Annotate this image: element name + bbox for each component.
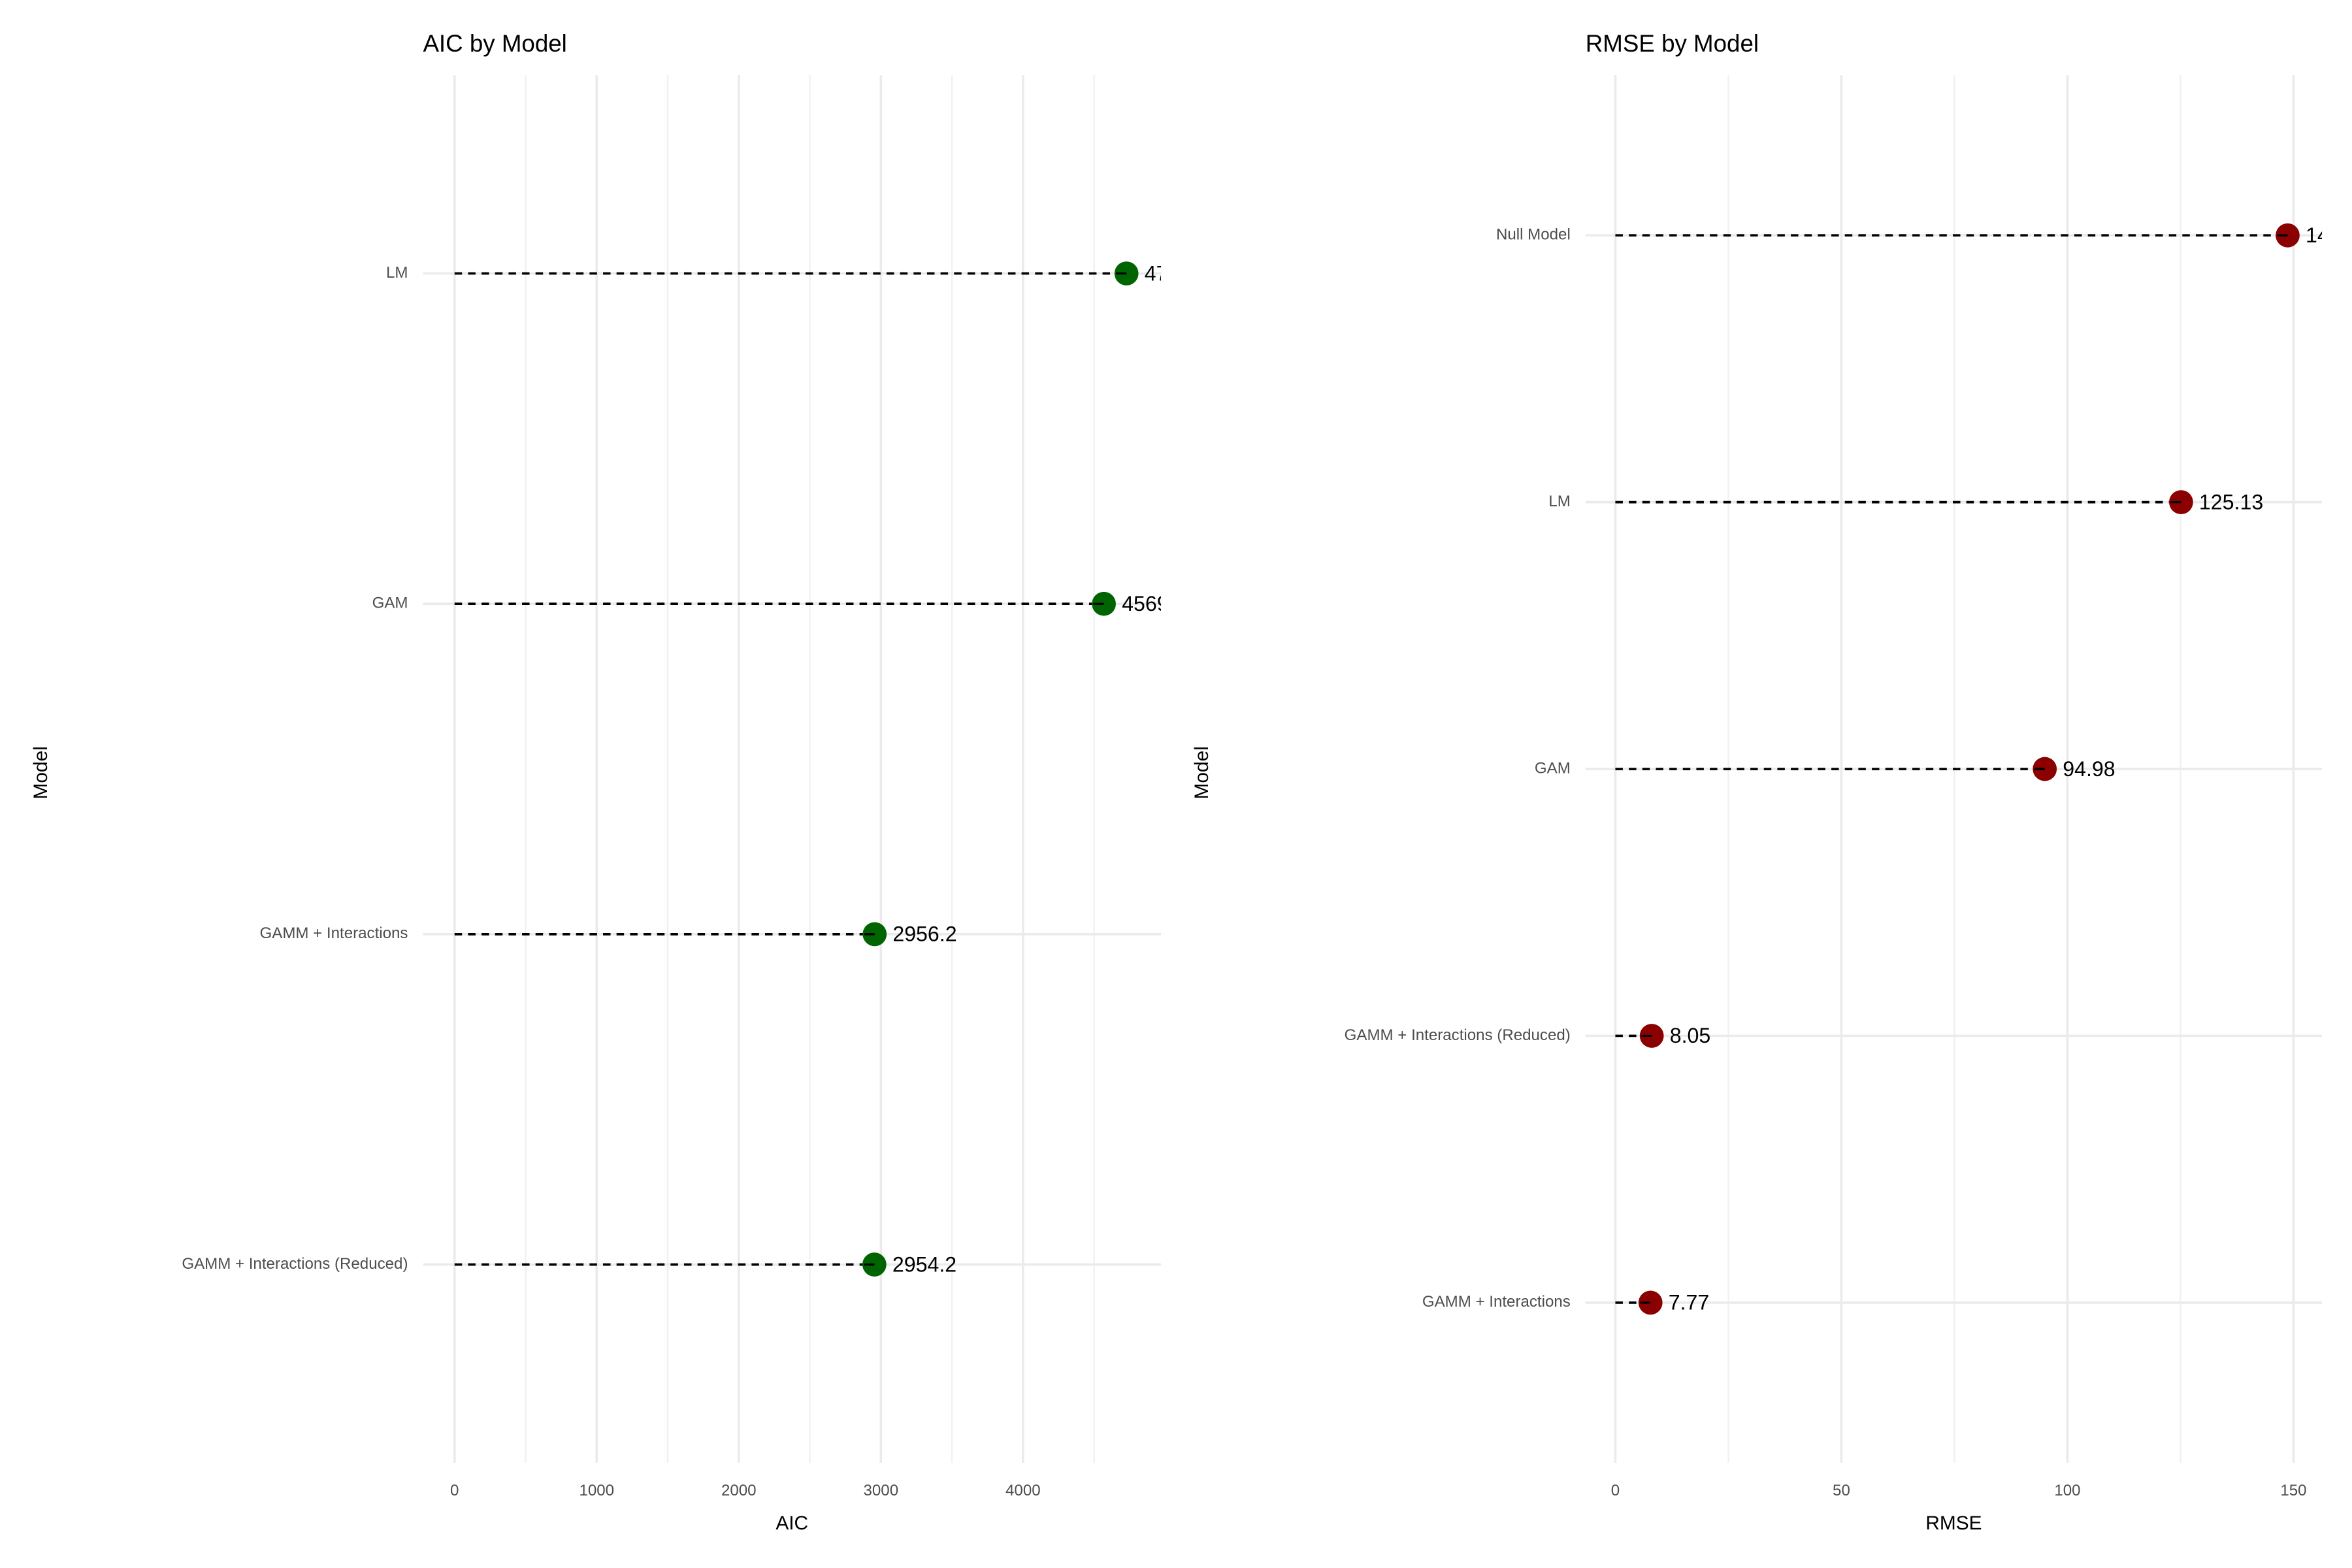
y-tick-label: LM — [1548, 493, 1570, 510]
x-tick-label: 3000 — [864, 1482, 899, 1499]
x-tick-label: 150 — [2280, 1482, 2306, 1499]
x-tick-label: 1000 — [579, 1482, 614, 1499]
y-tick-label: GAMM + Interactions — [1422, 1293, 1571, 1311]
y-tick-label: GAMM + Interactions (Reduced) — [182, 1255, 408, 1273]
x-tick-label: 4000 — [1005, 1482, 1041, 1499]
x-tick-label: 0 — [450, 1482, 459, 1499]
value-label: 148.7 — [2306, 223, 2352, 247]
value-label: 94.98 — [2063, 757, 2115, 781]
value-label: 2956.2 — [892, 923, 956, 946]
value-label: 2954.2 — [892, 1252, 956, 1276]
value-label: 7.77 — [1669, 1291, 1710, 1315]
y-tick-label: GAMM + Interactions (Reduced) — [1345, 1026, 1571, 1044]
dot — [862, 1252, 887, 1277]
panel: 0 50 100 150 Null Model LM GAM GAMM + Interacti… — [1191, 30, 2352, 1534]
panel: 0 1000 2000 3000 4000 LM GAM GAMM + Interaction… — [30, 30, 1191, 1534]
chart-title: AIC by Model — [423, 30, 566, 57]
y-tick-label: GAM — [1535, 759, 1571, 777]
marks: 4728 4569 2956.2 2954.2 — [454, 261, 1191, 1277]
x-tick-label: 100 — [2054, 1482, 2080, 1499]
y-axis-title: Model — [1191, 746, 1213, 799]
x-tick-label: 50 — [1833, 1482, 1850, 1499]
y-tick-label: GAMM + Interactions — [260, 924, 408, 942]
y-tick-label: Null Model — [1496, 226, 1571, 244]
value-label: 8.05 — [1670, 1024, 1711, 1047]
y-tick-label: LM — [386, 264, 408, 282]
value-label: 4569 — [1122, 592, 1168, 615]
marks: 148.7 125.13 94.98 8.05 7.77 — [1615, 223, 2352, 1315]
x-axis-title: AIC — [776, 1512, 808, 1534]
value-label: 4728 — [1145, 261, 1191, 285]
y-axis-title: Model — [30, 746, 52, 799]
chart-title: RMSE by Model — [1586, 30, 1759, 57]
x-tick-label: 2000 — [721, 1482, 757, 1499]
y-tick-label: GAM — [372, 595, 408, 612]
x-tick-label: 0 — [1611, 1482, 1620, 1499]
dot — [2033, 757, 2057, 781]
value-label: 125.13 — [2199, 490, 2263, 514]
x-axis-title: RMSE — [1925, 1512, 1982, 1534]
